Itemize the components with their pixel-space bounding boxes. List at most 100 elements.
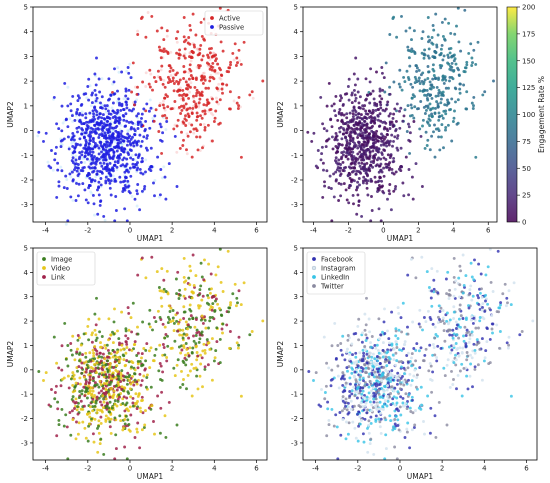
data-point [71, 371, 75, 375]
data-point [225, 323, 229, 327]
data-point [369, 92, 373, 96]
data-point [97, 424, 100, 428]
data-point [125, 157, 129, 161]
data-point [119, 371, 123, 375]
data-point [70, 141, 74, 145]
data-point [345, 147, 349, 150]
data-point [328, 174, 332, 178]
data-point [470, 330, 474, 334]
data-point [396, 418, 400, 422]
data-point [390, 388, 394, 391]
data-point [372, 155, 376, 159]
data-point [321, 122, 325, 126]
data-point [345, 116, 349, 120]
data-point [131, 401, 135, 405]
data-point [333, 138, 337, 142]
data-point [100, 410, 104, 414]
data-point [78, 382, 82, 386]
panel-top-left: -4 -2 0 2 4 6-3-2-1012345UMAP1UMAP2ActivePass… [6, 4, 268, 243]
y-tick-label: 2 [24, 318, 28, 326]
data-point [480, 378, 484, 382]
data-point [200, 298, 204, 302]
data-point [361, 167, 365, 171]
data-point [228, 330, 232, 333]
data-point [344, 384, 348, 387]
data-point [44, 371, 48, 375]
data-point [432, 278, 436, 282]
data-point [468, 337, 472, 341]
data-point [166, 52, 170, 55]
data-point [192, 283, 196, 287]
data-point [201, 109, 205, 113]
data-point [212, 120, 216, 123]
data-point [195, 135, 199, 139]
data-point [229, 63, 232, 67]
data-point [397, 428, 401, 432]
data-point [434, 333, 438, 336]
data-point [84, 351, 88, 355]
data-point [140, 399, 144, 403]
data-point [59, 165, 63, 169]
legend-label: Passive [219, 23, 244, 31]
data-point [218, 247, 222, 251]
data-point [346, 334, 350, 337]
data-point [453, 109, 456, 113]
y-tick-label: -1 [21, 391, 28, 399]
data-point [76, 405, 80, 409]
data-point [109, 431, 113, 435]
data-point [350, 91, 354, 95]
data-point [430, 390, 434, 394]
data-point [455, 387, 458, 391]
data-point [126, 418, 130, 422]
data-point [344, 188, 348, 192]
y-tick-label: 0 [24, 366, 28, 374]
data-point [388, 112, 392, 116]
data-point [360, 214, 364, 218]
data-point [337, 126, 341, 130]
data-point [199, 362, 203, 366]
data-point [195, 88, 199, 92]
data-point [377, 136, 381, 139]
data-point [381, 190, 385, 193]
data-point [182, 54, 186, 58]
data-point [71, 383, 75, 387]
data-point [88, 358, 92, 362]
data-point [181, 328, 185, 332]
data-point [378, 337, 381, 341]
data-point [339, 348, 343, 352]
data-point [75, 181, 78, 185]
data-point [144, 385, 148, 389]
data-point [69, 195, 73, 199]
data-point [437, 88, 441, 92]
data-point [449, 351, 453, 355]
data-point [468, 333, 472, 337]
data-point [105, 104, 109, 108]
data-point [358, 121, 361, 125]
data-point [379, 137, 383, 141]
data-point [355, 212, 359, 216]
data-point [378, 425, 382, 429]
data-point [156, 394, 160, 398]
data-point [339, 433, 343, 437]
data-point [82, 375, 86, 379]
data-point [471, 321, 475, 325]
data-point [106, 174, 110, 178]
data-point [395, 359, 399, 363]
data-point [117, 360, 121, 364]
x-tick-label: -2 [84, 465, 91, 473]
data-point [138, 133, 142, 137]
data-point [385, 132, 389, 136]
data-point [371, 149, 375, 153]
data-point [382, 320, 386, 324]
data-point [469, 42, 473, 46]
data-point [461, 253, 465, 257]
data-point [126, 132, 130, 136]
data-point [381, 341, 385, 345]
data-point [237, 335, 241, 339]
data-point [346, 157, 350, 161]
data-point [375, 375, 379, 379]
data-point [405, 427, 409, 431]
data-point [78, 155, 82, 159]
data-point [346, 124, 350, 127]
data-point [135, 427, 139, 431]
